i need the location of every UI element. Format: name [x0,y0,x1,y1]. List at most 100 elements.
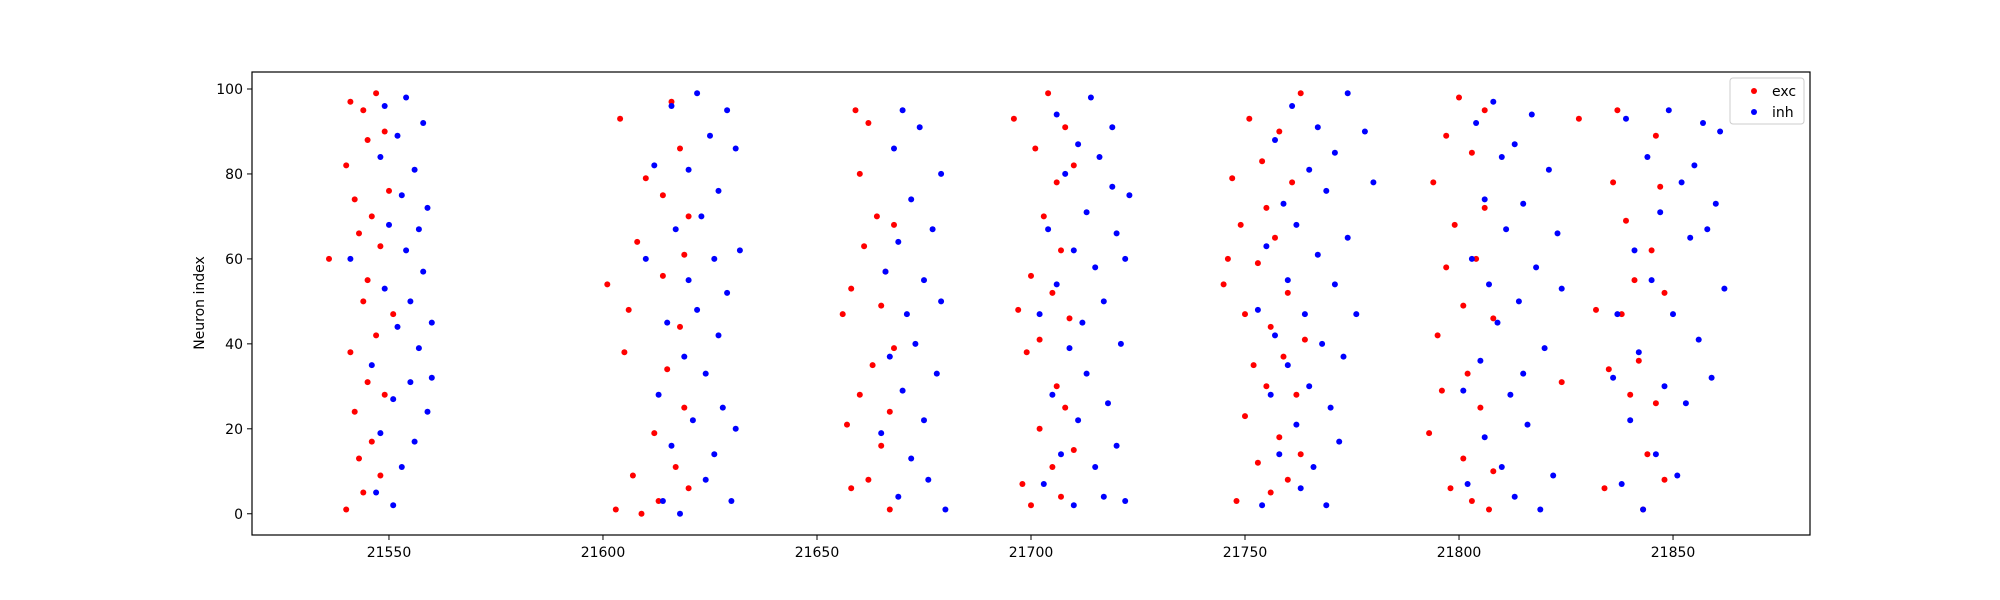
spike-point-inh-15 [403,94,410,101]
spike-point-inh-180 [1648,277,1655,284]
spike-point-inh-192 [1700,120,1706,126]
spike-point-exc-79 [1053,383,1060,390]
plot-frame [251,71,1811,536]
spike-point-inh-148 [1481,196,1488,203]
spike-point-inh-188 [1682,400,1689,407]
spike-point-inh-65 [899,387,906,394]
spike-point-exc-11 [360,489,367,496]
spike-point-inh-77 [938,298,945,305]
spike-point-inh-92 [1079,319,1086,326]
spike-point-inh-167 [1545,166,1552,173]
spike-point-exc-141 [1610,179,1617,186]
spike-point-exc-104 [1272,234,1278,241]
spike-point-inh-129 [1314,124,1321,131]
spike-point-exc-98 [1254,260,1261,267]
spike-point-inh-47 [711,255,718,262]
spike-point-inh-44 [702,476,709,483]
spike-point-exc-72 [1032,145,1039,152]
spike-point-exc-17 [373,90,380,97]
spike-point-exc-30 [629,472,636,479]
spike-point-exc-110 [1289,179,1296,186]
spike-point-inh-12 [398,192,405,199]
spike-point-inh-32 [664,319,671,326]
legend: exc inh [1729,77,1805,125]
spike-point-inh-197 [1721,285,1728,292]
spike-point-inh-150 [1486,281,1492,288]
legend-label-exc: exc [1772,84,1796,100]
spike-point-inh-133 [1327,404,1334,411]
spike-point-exc-67 [1015,306,1022,313]
axis-ticks: 21550 21600 21650 21700 21750 21800 21850 0 20 40… [216,82,1695,561]
spike-point-inh-181 [1652,451,1659,458]
spike-point-exc-6 [351,408,358,415]
spike-point-inh-22 [420,120,427,126]
spike-point-inh-169 [1554,230,1561,237]
spike-point-inh-94 [1083,370,1090,377]
spike-point-inh-74 [929,226,936,233]
spike-point-exc-22 [381,391,388,398]
spike-point-exc-19 [377,243,384,250]
spike-point-inh-111 [1259,502,1266,509]
spike-point-exc-52 [856,391,863,398]
spike-point-exc-33 [642,175,649,182]
spike-point-exc-5 [351,196,358,203]
spike-point-exc-59 [878,442,885,449]
spike-point-exc-38 [664,366,671,373]
spike-point-inh-96 [1092,464,1099,470]
spike-point-inh-141 [1361,128,1368,135]
spike-point-inh-76 [938,170,945,177]
spike-point-inh-78 [942,506,949,513]
spike-point-inh-50 [715,187,722,194]
spike-point-exc-3 [347,349,354,356]
spike-point-inh-184 [1665,107,1672,114]
spike-point-inh-24 [424,408,431,415]
spike-point-exc-0 [326,255,332,262]
spike-point-inh-5 [381,103,388,109]
spike-point-exc-121 [1447,485,1454,492]
spike-point-exc-115 [1426,430,1433,437]
spike-point-inh-98 [1096,154,1103,160]
spike-point-inh-106 [1117,340,1124,347]
spike-point-exc-71 [1028,272,1034,279]
spike-point-inh-81 [1045,226,1052,233]
spike-point-exc-69 [1023,349,1030,356]
spike-point-inh-146 [1473,120,1480,126]
spike-point-exc-112 [1297,90,1304,97]
spike-point-inh-130 [1319,340,1326,347]
x-tick-label-4: 21750 [1223,545,1268,561]
spike-point-exc-66 [1010,115,1017,122]
spike-point-exc-131 [1481,107,1488,114]
spike-point-inh-13 [398,464,405,470]
spike-point-exc-32 [638,510,645,517]
spike-point-inh-61 [891,145,897,152]
spike-point-exc-105 [1276,434,1283,441]
spike-point-inh-176 [1631,247,1638,254]
spike-point-inh-179 [1644,154,1651,160]
spike-point-inh-147 [1477,357,1484,364]
spike-point-exc-107 [1280,353,1287,360]
spike-point-exc-81 [1058,493,1064,500]
spike-point-inh-154 [1498,464,1505,470]
spike-point-inh-10 [394,132,401,139]
spike-point-inh-134 [1331,281,1338,288]
spike-point-exc-142 [1614,107,1621,114]
spike-point-inh-128 [1314,251,1321,258]
spike-point-inh-55 [732,145,739,152]
spike-point-exc-24 [390,311,397,318]
spike-point-exc-42 [677,145,683,152]
spike-point-exc-77 [1049,464,1056,470]
spike-point-inh-162 [1524,421,1531,428]
spike-point-exc-65 [891,221,897,228]
spike-point-exc-48 [844,421,850,428]
spike-point-inh-42 [694,306,701,313]
spike-point-inh-2 [373,489,380,496]
spike-point-inh-56 [732,425,739,432]
spike-point-exc-29 [625,306,632,313]
spike-point-exc-124 [1460,455,1467,462]
spike-point-inh-52 [724,107,731,114]
spike-point-inh-189 [1687,234,1694,241]
spike-point-inh-25 [424,204,431,211]
spike-point-exc-144 [1623,217,1629,224]
spike-point-exc-96 [1250,362,1257,369]
